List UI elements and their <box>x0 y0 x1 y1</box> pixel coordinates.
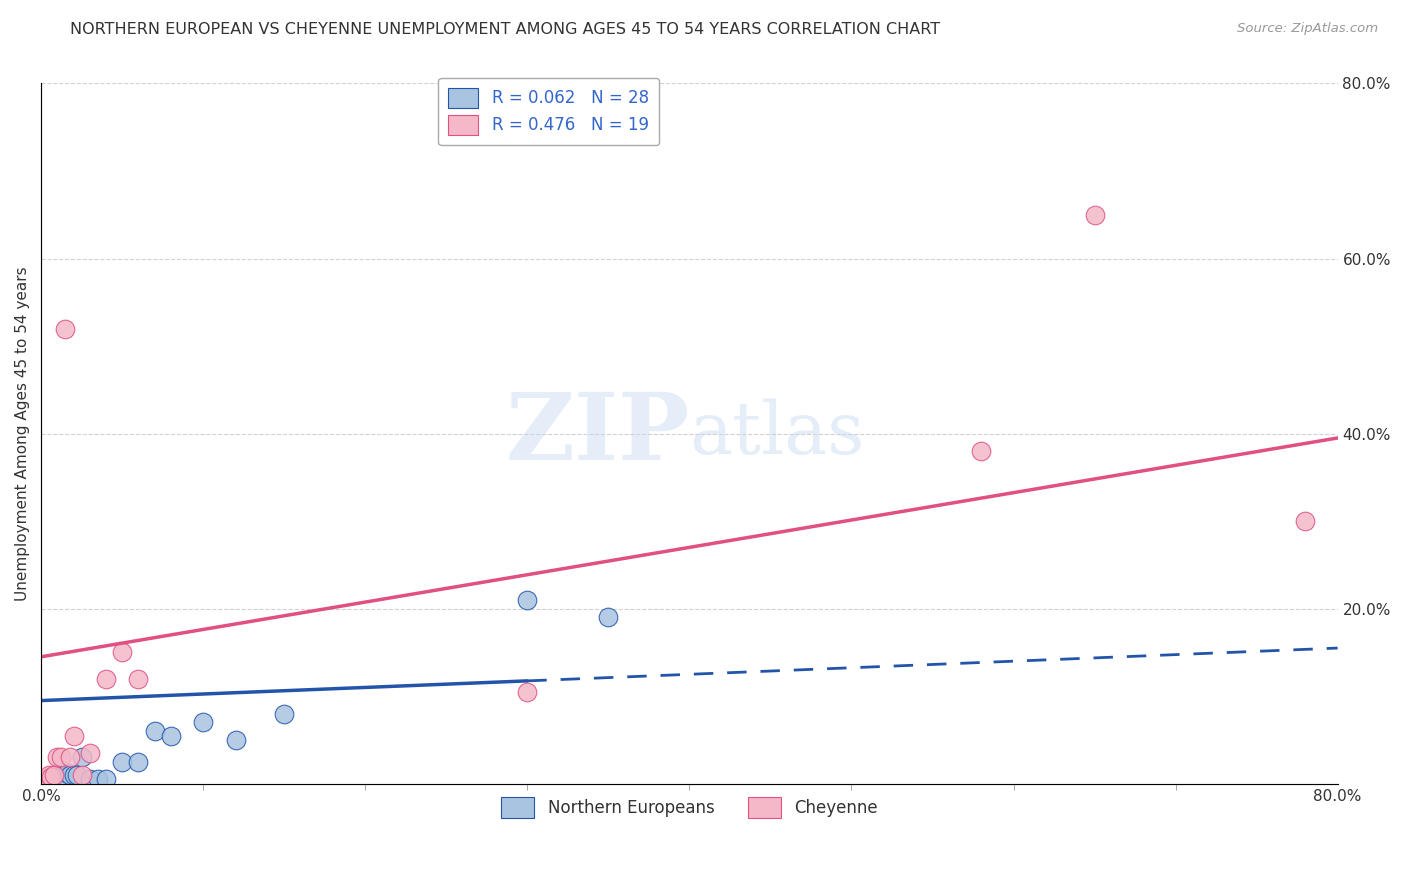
Text: ZIP: ZIP <box>505 389 689 479</box>
Point <box>56 766 79 780</box>
Point <box>51 768 73 782</box>
Point <box>49 750 72 764</box>
Point <box>516 593 538 607</box>
Point <box>87 772 110 787</box>
Point <box>48 766 70 780</box>
Point <box>225 733 247 747</box>
Point <box>55 321 77 335</box>
Point <box>46 750 69 764</box>
Point <box>111 755 134 769</box>
Point <box>39 770 62 784</box>
Point <box>598 610 620 624</box>
Text: Source: ZipAtlas.com: Source: ZipAtlas.com <box>1237 22 1378 36</box>
Text: atlas: atlas <box>689 399 865 469</box>
Point <box>46 771 69 785</box>
Point <box>94 672 117 686</box>
Point <box>111 645 134 659</box>
Text: NORTHERN EUROPEAN VS CHEYENNE UNEMPLOYMENT AMONG AGES 45 TO 54 YEARS CORRELATION: NORTHERN EUROPEAN VS CHEYENNE UNEMPLOYME… <box>70 22 941 37</box>
Legend: Northern Europeans, Cheyenne: Northern Europeans, Cheyenne <box>494 790 884 824</box>
Point <box>159 729 181 743</box>
Point <box>79 772 101 787</box>
Point <box>516 685 538 699</box>
Point <box>37 772 59 787</box>
Point <box>1294 514 1316 528</box>
Point <box>1083 208 1105 222</box>
Point <box>193 715 215 730</box>
Point <box>59 750 82 764</box>
Point <box>66 768 89 782</box>
Point <box>62 729 84 743</box>
Point <box>46 768 69 782</box>
Point <box>45 772 67 787</box>
Point <box>55 770 77 784</box>
Point <box>70 768 93 782</box>
Point <box>59 768 82 782</box>
Point <box>70 750 93 764</box>
Y-axis label: Unemployment Among Ages 45 to 54 years: Unemployment Among Ages 45 to 54 years <box>15 267 30 601</box>
Point <box>143 724 166 739</box>
Point <box>94 772 117 787</box>
Point <box>970 444 993 458</box>
Point <box>127 672 149 686</box>
Point <box>52 772 75 787</box>
Point <box>42 768 65 782</box>
Point <box>273 706 295 721</box>
Point <box>38 772 60 787</box>
Point <box>38 768 60 782</box>
Point <box>49 770 72 784</box>
Point <box>62 768 84 782</box>
Point <box>42 768 65 782</box>
Point <box>35 772 58 787</box>
Point <box>79 746 101 760</box>
Point <box>127 755 149 769</box>
Point <box>41 771 63 785</box>
